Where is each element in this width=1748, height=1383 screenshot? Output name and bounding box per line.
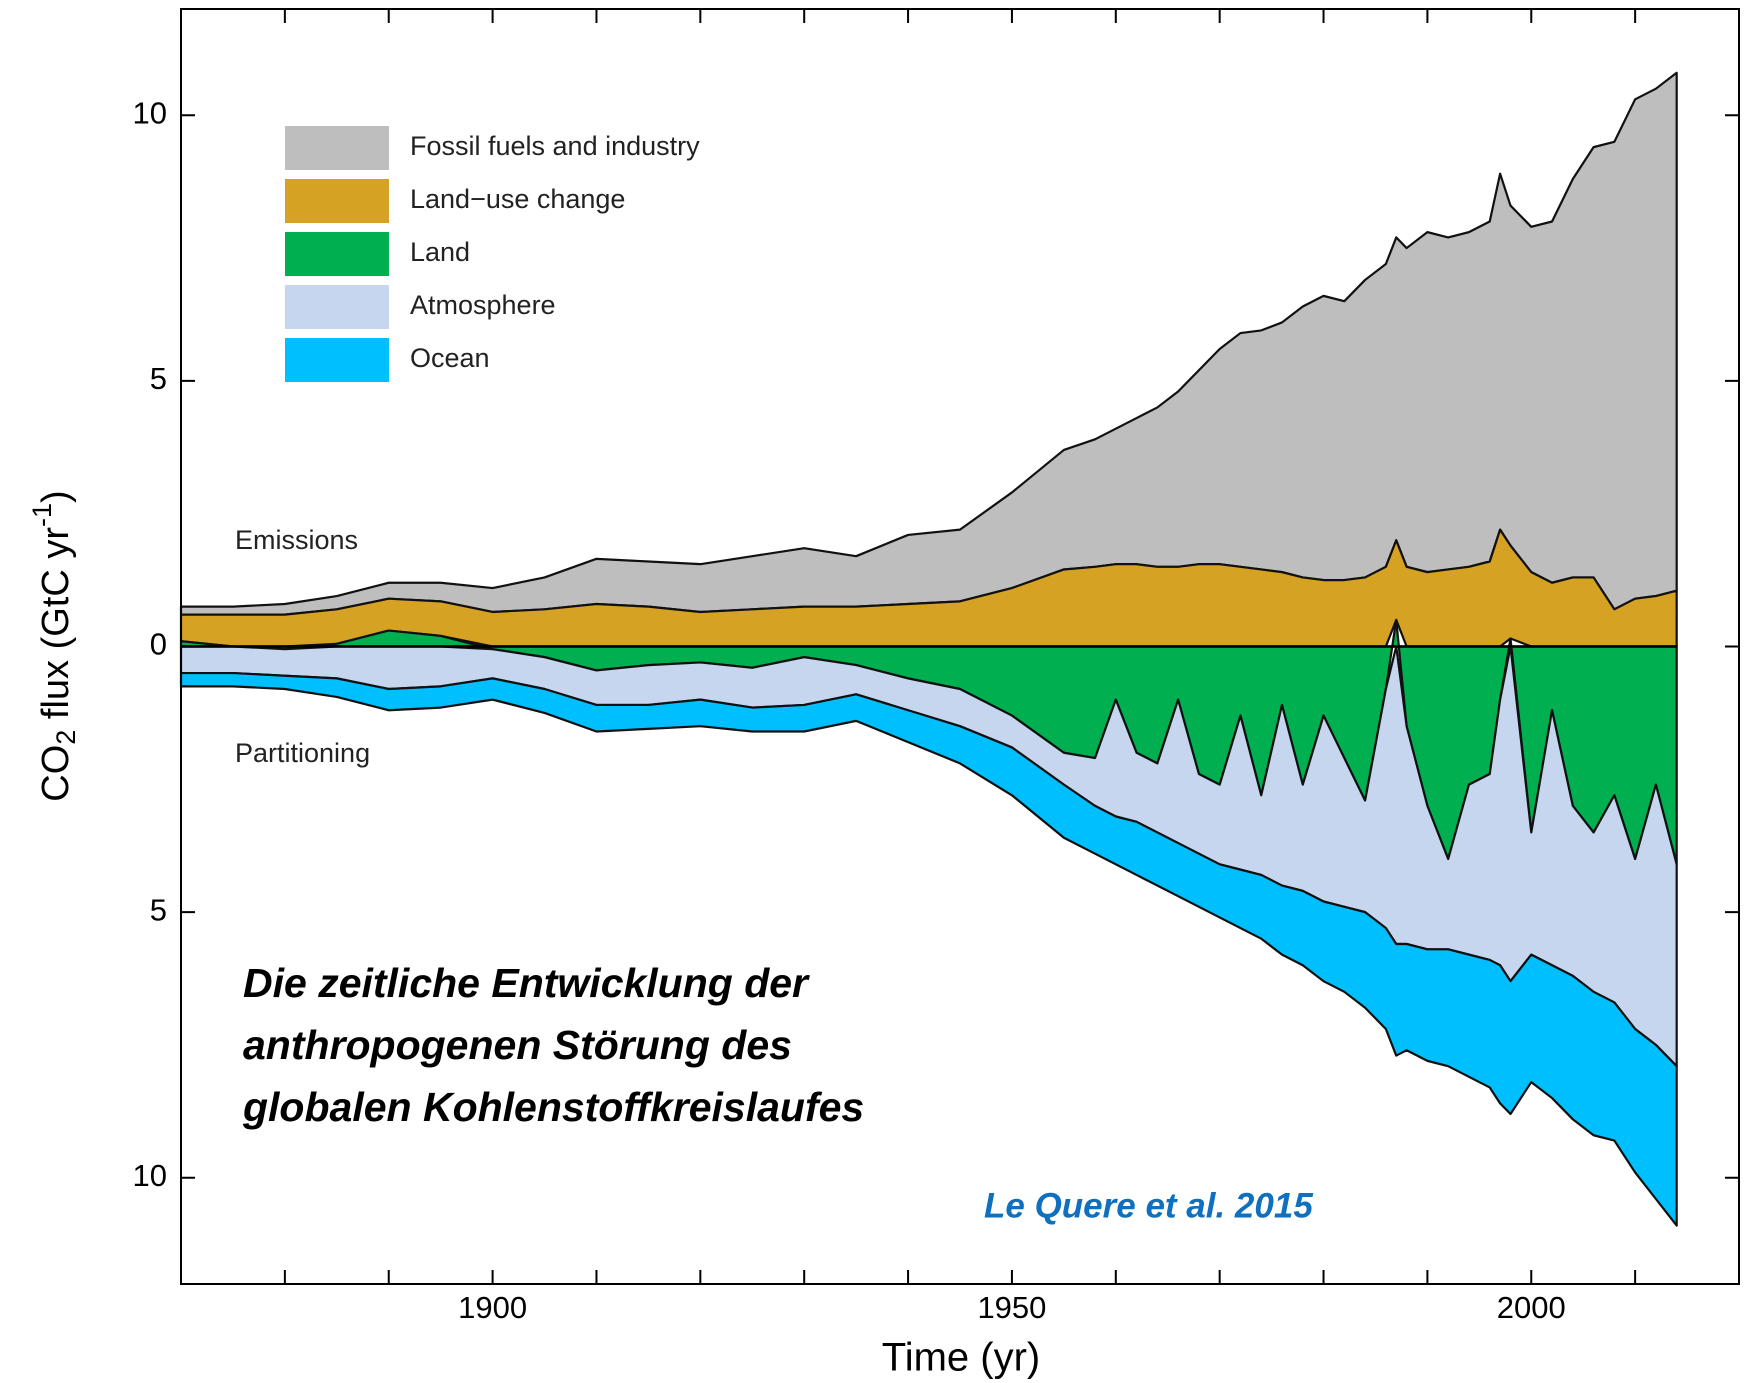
y-axis-label: CO2 flux (GtC yr-1) [27, 490, 81, 801]
caption-line: anthropogenen Störung des [243, 1022, 792, 1068]
legend-label: Land−use change [410, 184, 625, 214]
legend-label: Ocean [410, 343, 490, 373]
caption-line: globalen Kohlenstoffkreislaufes [242, 1084, 864, 1130]
legend-swatch [285, 126, 389, 170]
annotation: Partitioning [235, 738, 370, 768]
legend-label: Land [410, 237, 470, 267]
source: Le Quere et al. 2015 [984, 1186, 1313, 1225]
legend-label: Atmosphere [410, 290, 556, 320]
legend-swatch [285, 232, 389, 276]
y-tick-label: 5 [150, 361, 167, 396]
area [179, 671, 1678, 1227]
legend-swatch [285, 285, 389, 329]
y-tick-label: 5 [150, 892, 167, 927]
legend-swatch [285, 338, 389, 382]
x-tick-label: 1950 [977, 1290, 1046, 1325]
y-tick-label: 10 [133, 95, 167, 130]
x-axis-label: Time (yr) [882, 1336, 1040, 1380]
x-tick-label: 2000 [1497, 1290, 1566, 1325]
y-tick-label: 0 [150, 627, 167, 662]
area [179, 71, 1678, 616]
legend-label: Fossil fuels and industry [410, 131, 700, 161]
y-tick-label: 10 [133, 1158, 167, 1193]
annotation: Emissions [235, 525, 358, 555]
x-tick-label: 1900 [458, 1290, 527, 1325]
legend-swatch [285, 179, 389, 223]
caption-line: Die zeitliche Entwicklung der [243, 960, 810, 1006]
